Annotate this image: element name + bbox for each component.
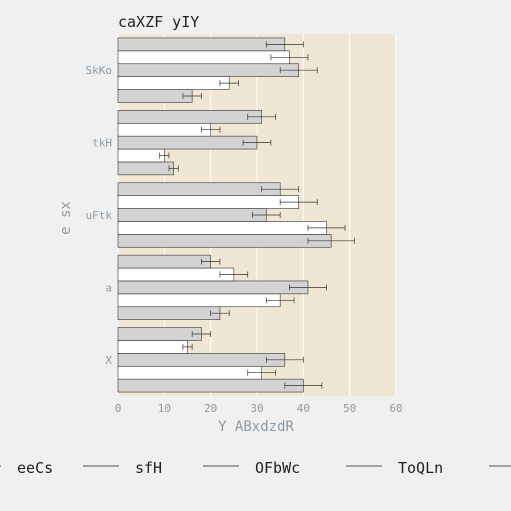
bar	[117, 208, 267, 222]
bar	[117, 254, 211, 269]
bar	[117, 306, 221, 320]
x-tick-label: 0	[115, 402, 122, 415]
x-tick-label: 60	[389, 402, 402, 415]
y-tick-label: a	[105, 281, 112, 294]
x-tick-label: 30	[250, 402, 263, 415]
bar	[117, 365, 262, 380]
bar	[117, 76, 230, 90]
legend: eeCs sfH OFbWc ToQLn	[0, 459, 511, 477]
chart-title: caXZF yIY	[118, 13, 199, 31]
x-tick-label: 40	[297, 402, 310, 415]
bar	[117, 267, 235, 282]
bars	[117, 37, 355, 393]
bar	[117, 234, 332, 248]
bar	[117, 353, 286, 367]
bar	[117, 63, 299, 77]
legend-label: OFbWc	[255, 459, 300, 477]
y-tick-label: uFtk	[86, 209, 113, 222]
bar	[117, 195, 299, 209]
axis-ticks: 0 10 20 30 40 50 60 Xa uFtk tkH SkKo	[86, 64, 403, 415]
bar	[117, 378, 304, 393]
legend-label: eeCs	[17, 459, 53, 477]
bar	[117, 182, 281, 196]
bar	[117, 135, 258, 150]
x-tick-label: 50	[343, 402, 356, 415]
bar	[117, 148, 165, 163]
x-tick-label: 20	[204, 402, 217, 415]
y-tick-label: tkH	[92, 137, 112, 150]
bar	[117, 37, 286, 52]
x-axis-label: Y ABxdzdR	[218, 419, 294, 435]
bar	[117, 110, 262, 124]
bar	[117, 122, 211, 137]
bar	[117, 221, 327, 235]
bar	[117, 50, 290, 65]
y-tick-label: SkKo	[86, 64, 113, 77]
legend-label: sfH	[135, 459, 162, 477]
legend-label: ToQLn	[398, 459, 443, 477]
bar	[117, 161, 174, 176]
bar	[117, 293, 281, 308]
bar	[117, 340, 188, 354]
bar	[117, 280, 309, 295]
y-axis-label: e sx	[58, 201, 74, 235]
bar	[117, 89, 193, 103]
y-tick-label: X	[105, 354, 112, 367]
x-tick-label: 10	[158, 402, 171, 415]
bar	[117, 327, 202, 341]
